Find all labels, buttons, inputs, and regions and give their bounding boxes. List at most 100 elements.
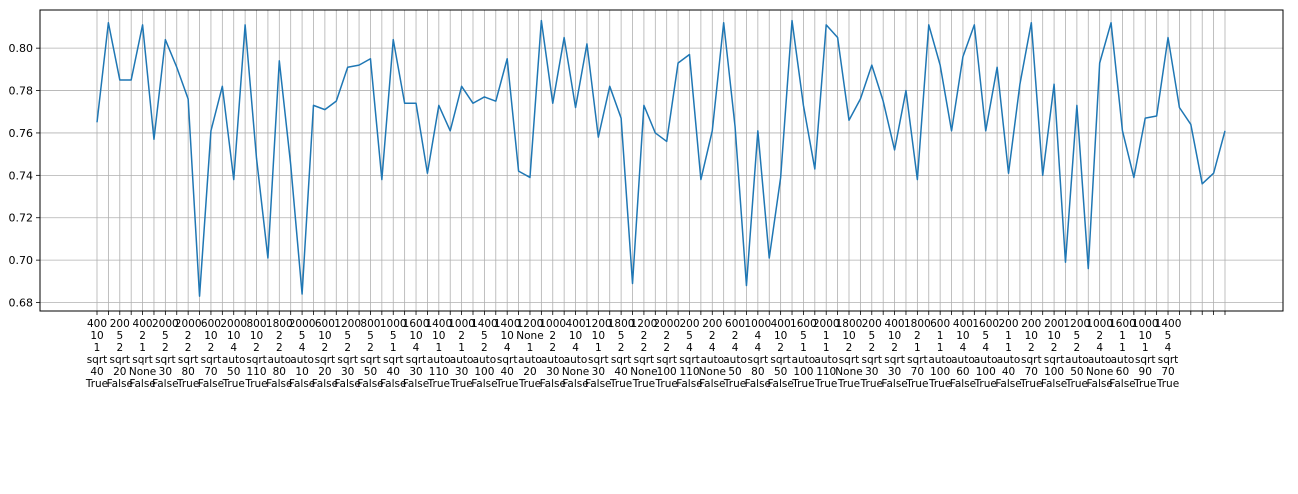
data-point [1053,83,1055,85]
data-point [1121,130,1123,132]
data-point [962,55,964,57]
data-point [609,85,611,87]
data-point [1098,62,1100,64]
x-tick-label: 1000 10 1 sqrt 90 True [1132,318,1159,390]
data-point [1019,83,1021,85]
data-point [141,24,143,26]
data-point [1155,115,1157,117]
x-tick-label: 2000 5 2 sqrt 30 False [152,318,179,390]
series-line [96,19,1226,297]
x-tick-label: 1800 10 2 sqrt None True [835,318,862,390]
data-point [825,24,827,26]
data-point [392,38,394,40]
x-tick-label: 1000 4 4 sqrt 80 False [744,318,771,390]
data-point [403,102,405,104]
x-tick-label: 1600 10 4 sqrt 30 False [403,318,430,390]
x-tick-label: 800 10 2 sqrt 110 True [244,318,267,390]
x-tick-label: 200 1 1 auto 40 False [995,318,1021,390]
data-point [768,257,770,259]
data-point [1007,172,1009,174]
data-point [1087,267,1089,269]
data-point [495,100,497,102]
x-tick-label: 200 10 2 sqrt 100 False [1041,318,1067,390]
data-point [381,178,383,180]
data-point [597,136,599,138]
data-point [164,38,166,40]
data-point [96,121,98,123]
data-point [289,164,291,166]
data-point [893,149,895,151]
data-point [267,257,269,259]
x-tick-label: 1400 5 2 auto 100 False [471,318,498,390]
data-point [176,66,178,68]
x-tick-label: 1200 5 2 sqrt 30 False [334,318,361,390]
x-tick-label: 600 1 1 auto 100 True [928,318,952,390]
data-point [1167,36,1169,38]
data-point [415,102,417,104]
x-tick-label: 400 2 1 sqrt None False [129,318,156,390]
x-tick-label: 1800 2 2 auto 80 False [266,318,293,390]
x-tick-label: 1200 5 2 auto 50 True [1064,318,1091,390]
series-layer [96,19,1226,297]
data-point [939,64,941,66]
data-point [1178,106,1180,108]
x-tick-label: 1000 2 4 auto None False [1086,318,1113,390]
x-tick-label: 1400 10 4 sqrt 40 True [494,318,521,390]
x-tick-label: 1200 2 2 sqrt None True [630,318,657,390]
x-tick-label: 1400 5 4 sqrt 70 True [1155,318,1182,390]
x-tick-label: 1600 5 4 auto 100 True [972,318,999,390]
data-point [1133,176,1135,178]
data-point [449,130,451,132]
plot-frame [39,9,1284,312]
data-point [848,119,850,121]
data-point [985,130,987,132]
data-point [779,176,781,178]
x-tick-label: 1200 None 1 auto 20 True [516,318,543,390]
data-point [882,100,884,102]
data-point [460,85,462,87]
data-point [563,36,565,38]
data-point [301,293,303,295]
x-tick-label: 400 10 4 auto 60 False [950,318,976,390]
data-point [335,100,337,102]
data-point [107,22,109,24]
data-point [119,79,121,81]
y-tick-label: 0.76 [9,127,34,140]
x-tick-label: 400 10 1 sqrt 40 True [85,318,108,390]
x-tick-label: 1000 5 1 sqrt 40 False [380,318,407,390]
data-point [1030,22,1032,24]
x-tick-label: 2000 10 4 auto 50 True [220,318,247,390]
x-tick-label: 200 10 2 sqrt 70 True [1019,318,1042,390]
y-axis-ticks: 0.68 0.70 0.72 0.74 0.76 0.78 0.80 [9,42,40,310]
data-point [153,138,155,140]
data-point [1144,117,1146,119]
data-point [859,98,861,100]
x-tick-label: 1000 2 1 auto 30 True [448,318,475,390]
data-point [688,53,690,55]
data-point [574,106,576,108]
data-point [1190,123,1192,125]
x-tick-label: 1000 2 2 auto 30 False [539,318,566,390]
x-tick-label: 1800 2 1 sqrt 70 True [904,318,931,390]
data-point [928,24,930,26]
data-point [665,140,667,142]
x-tick-label: 200 5 2 sqrt 20 False [107,318,133,390]
data-point [700,178,702,180]
data-point [745,284,747,286]
data-point [255,157,257,159]
y-tick-label: 0.80 [9,42,34,55]
x-tick-label: 1400 10 1 auto 110 True [425,318,452,390]
data-point [210,130,212,132]
y-tick-label: 0.74 [9,169,34,182]
data-point [1201,183,1203,185]
x-tick-label: 400 10 2 sqrt 50 False [767,318,793,390]
data-point [916,178,918,180]
data-point [620,117,622,119]
data-point [130,79,132,81]
data-point [369,58,371,60]
data-point [426,172,428,174]
x-tick-label: 1800 5 2 sqrt 40 True [608,318,635,390]
